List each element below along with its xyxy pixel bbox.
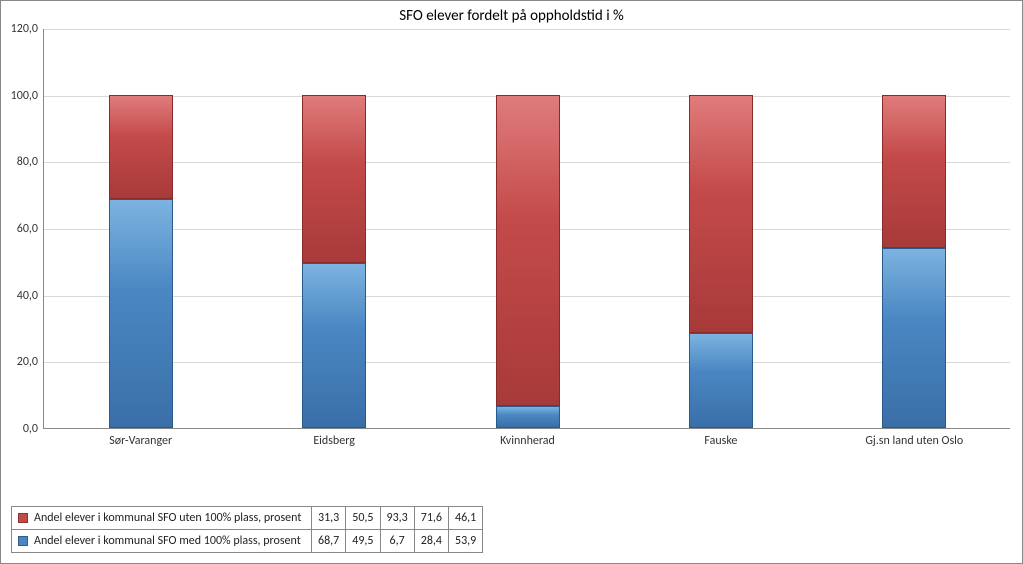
data-table: Andel elever i kommunal SFO uten 100% pl…	[11, 506, 483, 553]
x-category-label: Kvinnherad	[438, 434, 618, 448]
bar-segment-uten	[302, 95, 366, 263]
table-cell: 46,1	[449, 507, 483, 530]
y-tick-label: 100,0	[11, 89, 38, 103]
bar-column	[109, 95, 173, 428]
bar-segment-med	[496, 406, 560, 428]
bar-column	[882, 95, 946, 428]
bar-segment-med	[882, 248, 946, 428]
bar-segment-uten	[109, 95, 173, 199]
legend-uten: Andel elever i kommunal SFO uten 100% pl…	[12, 507, 312, 530]
bar-segment-med	[302, 263, 366, 428]
x-category-label: Sør-Varanger	[51, 434, 231, 448]
y-tick-label: 60,0	[17, 222, 38, 236]
bar-column	[689, 95, 753, 428]
plot-area: 0,020,040,060,080,0100,0120,0Sør-Varange…	[43, 29, 1010, 429]
bar-segment-med	[109, 199, 173, 428]
bar-segment-med	[689, 333, 753, 428]
chart-title: SFO elever fordelt på oppholdstid i %	[1, 1, 1022, 25]
legend-swatch-red	[18, 513, 28, 523]
table-row: Andel elever i kommunal SFO med 100% pla…	[12, 530, 483, 553]
table-cell: 31,3	[312, 507, 346, 530]
table-cell: 28,4	[414, 530, 448, 553]
table-cell: 6,7	[380, 530, 414, 553]
table-cell: 53,9	[449, 530, 483, 553]
bar-column	[302, 95, 366, 428]
x-category-label: Eidsberg	[244, 434, 424, 448]
table-cell: 50,5	[346, 507, 380, 530]
table-row: Andel elever i kommunal SFO uten 100% pl…	[12, 507, 483, 530]
bar-segment-uten	[496, 95, 560, 406]
legend-label-med: Andel elever i kommunal SFO med 100% pla…	[34, 534, 301, 548]
table-cell: 68,7	[312, 530, 346, 553]
bar-column	[496, 95, 560, 428]
legend-med: Andel elever i kommunal SFO med 100% pla…	[12, 530, 312, 553]
y-tick-label: 0,0	[23, 422, 38, 436]
legend-swatch-blue	[18, 536, 28, 546]
table-cell: 49,5	[346, 530, 380, 553]
bar-segment-uten	[689, 95, 753, 334]
y-tick-label: 80,0	[17, 155, 38, 169]
legend-label-uten: Andel elever i kommunal SFO uten 100% pl…	[34, 511, 301, 525]
y-tick-label: 20,0	[17, 355, 38, 369]
y-tick-label: 120,0	[11, 22, 38, 36]
y-tick-label: 40,0	[17, 289, 38, 303]
plot-wrap: 0,020,040,060,080,0100,0120,0Sør-Varange…	[43, 29, 1010, 429]
x-category-label: Fauske	[631, 434, 811, 448]
gridline	[44, 29, 1010, 30]
table-cell: 71,6	[414, 507, 448, 530]
table-cell: 93,3	[380, 507, 414, 530]
bar-segment-uten	[882, 95, 946, 249]
x-category-label: Gj.sn land uten Oslo	[824, 434, 1004, 448]
chart-frame: SFO elever fordelt på oppholdstid i % 0,…	[0, 0, 1023, 564]
